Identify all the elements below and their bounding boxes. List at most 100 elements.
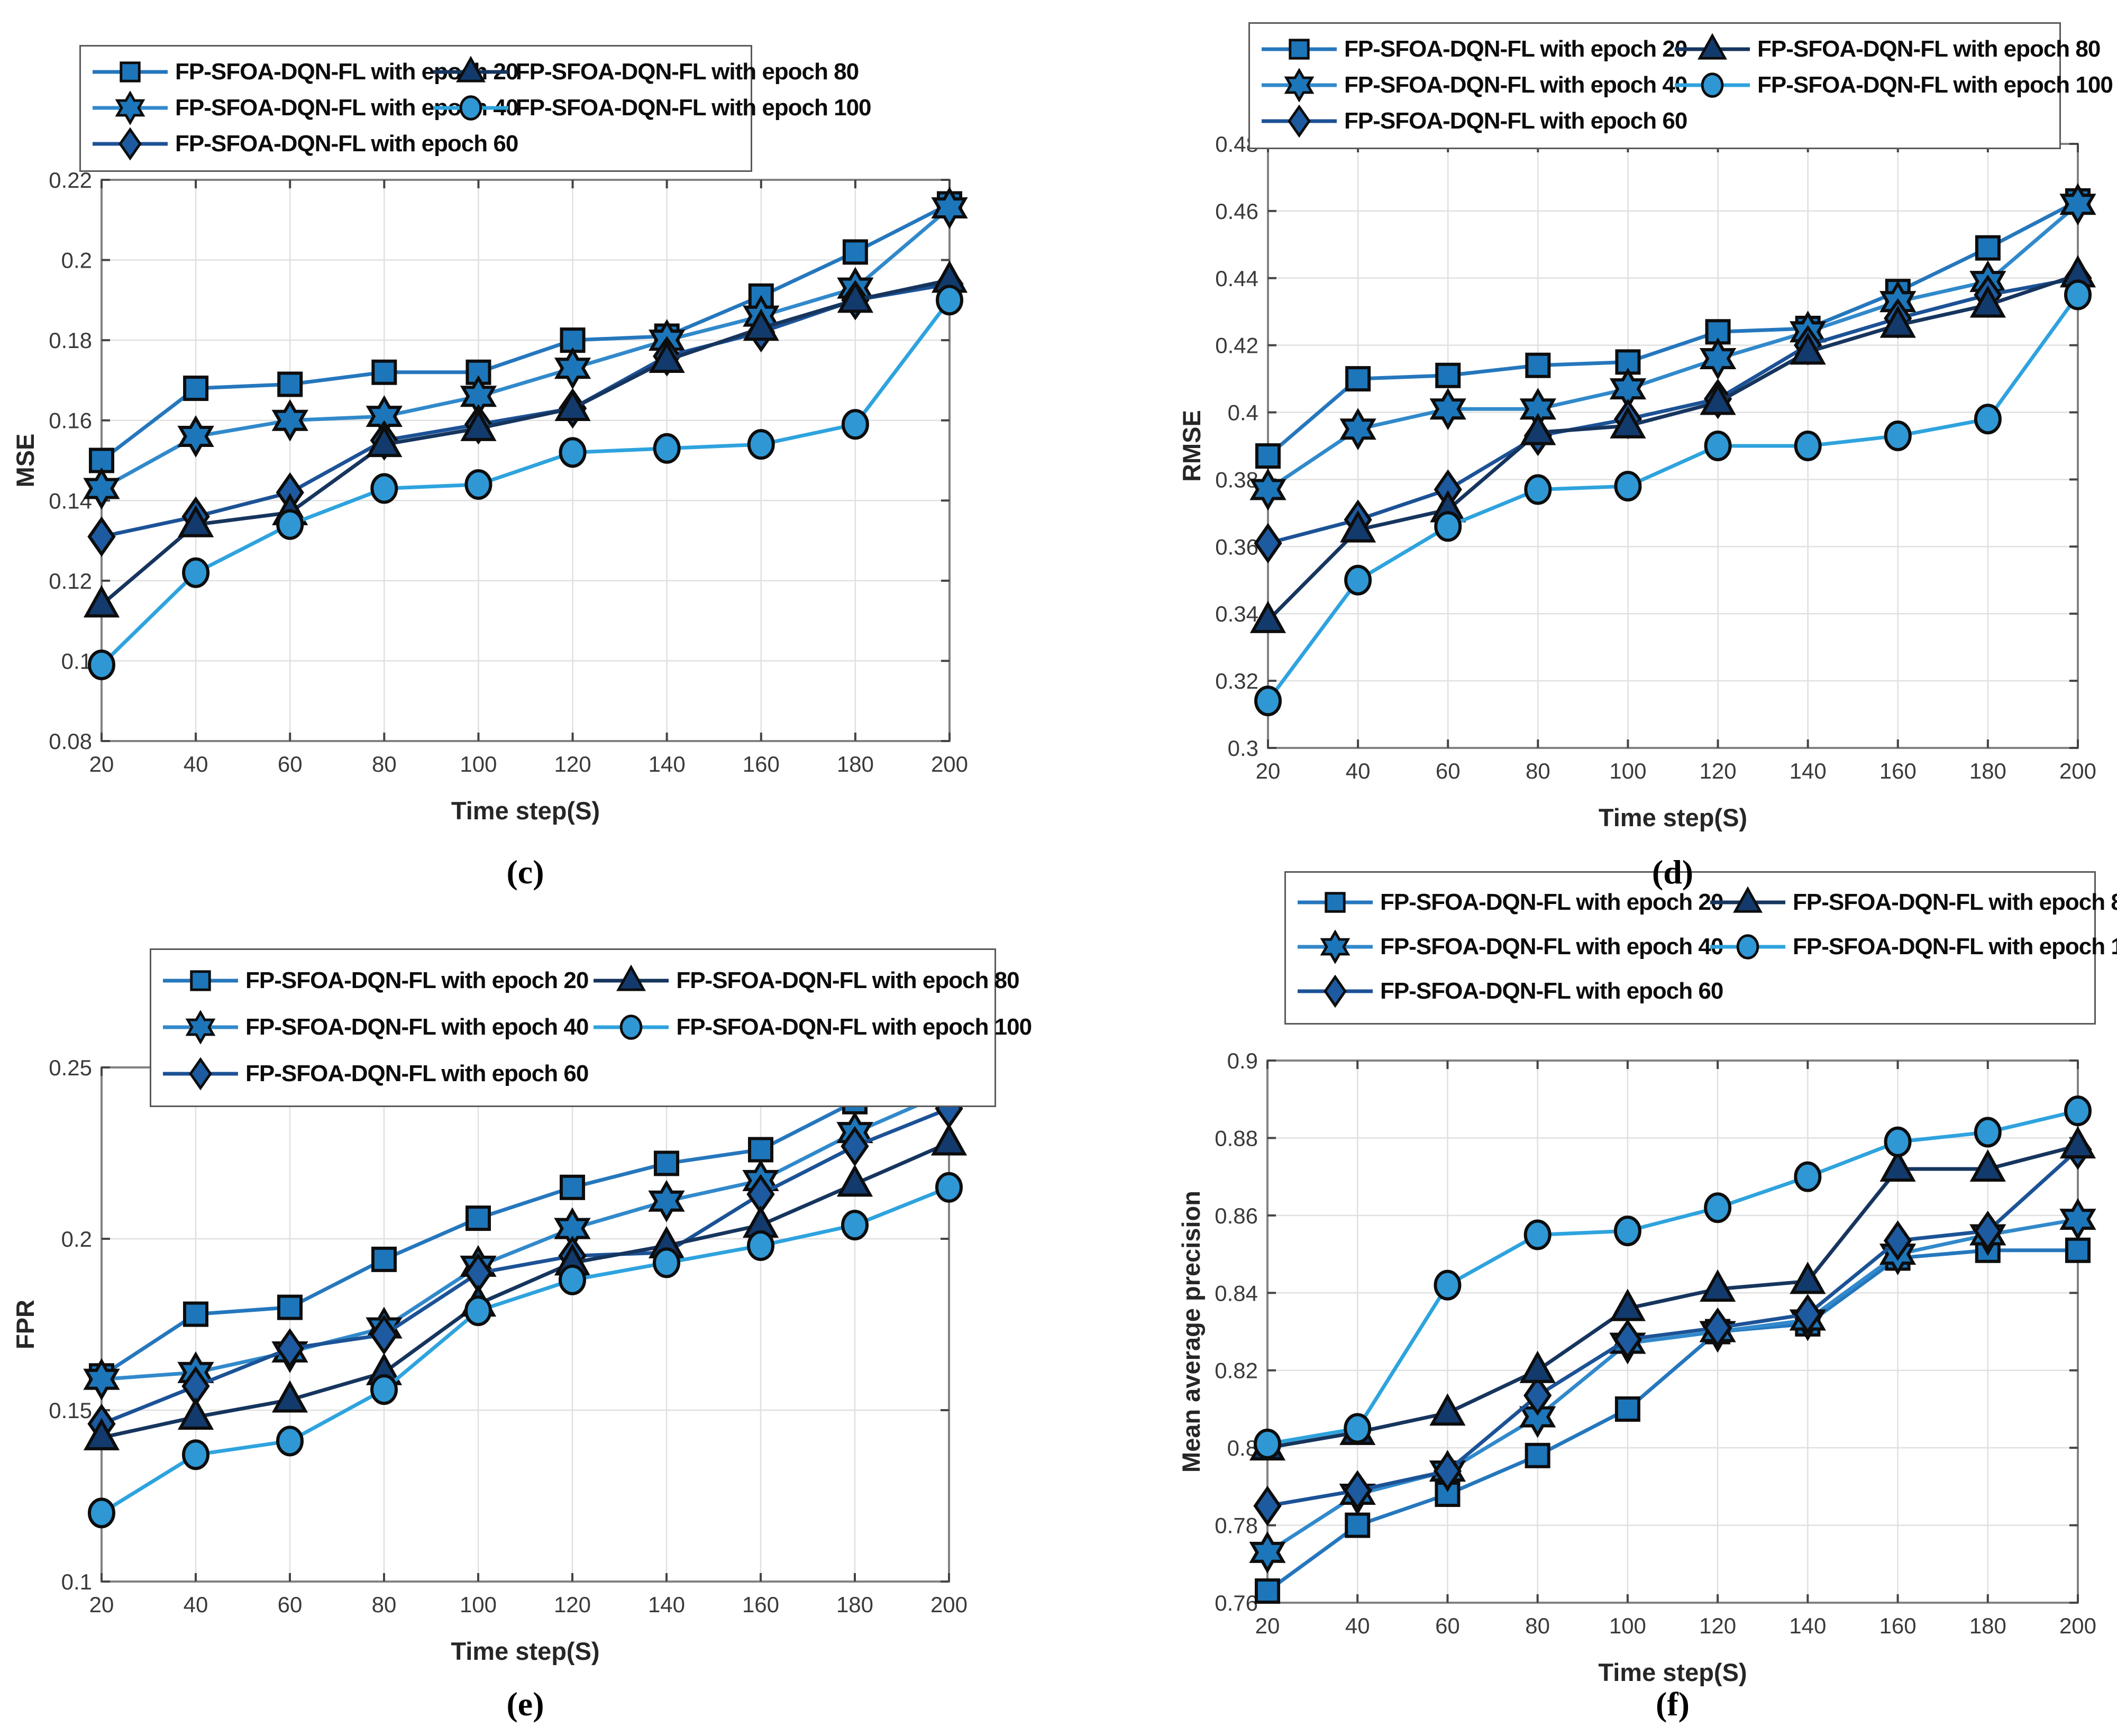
square-marker-icon bbox=[1435, 362, 1461, 388]
circle-marker-icon bbox=[619, 1015, 643, 1040]
y-tick-label: 0.2 bbox=[61, 248, 92, 273]
circle-marker-icon bbox=[935, 1172, 963, 1203]
series-line bbox=[101, 1107, 950, 1426]
series-line bbox=[1266, 294, 2079, 702]
x-axis-label: Time step(S) bbox=[1599, 803, 1747, 832]
triangle-marker-icon bbox=[1610, 406, 1646, 438]
y-tick-label: 0.76 bbox=[1215, 1591, 1258, 1615]
diamond-marker-icon bbox=[1324, 974, 1347, 1008]
circle-marker-icon bbox=[1884, 1126, 1912, 1157]
triangle-marker-icon bbox=[83, 585, 120, 618]
series-line bbox=[1266, 199, 2079, 458]
legend-label: FP-SFOA-DQN-FL with epoch 40 bbox=[245, 1014, 589, 1040]
circle-marker-icon bbox=[1434, 511, 1462, 542]
chart-d: 20 40 60 80 100 120 140 160 180 200 0.3 0.32 0.34 0.3… bbox=[1178, 132, 2096, 832]
legend-item-epoch: FP-SFOA-DQN-FL with epoch 40 bbox=[1260, 67, 1687, 103]
series-triangle bbox=[1249, 255, 2096, 633]
x-tick-label: 180 bbox=[836, 1592, 873, 1617]
hexagram-marker-icon bbox=[271, 399, 308, 442]
legend-chart-c: FP-SFOA-DQN-FL with epoch 20 FP-SFOA-DQN-… bbox=[79, 45, 872, 172]
y-tick-label: 0.88 bbox=[1215, 1126, 1258, 1150]
x-tick-label: 140 bbox=[649, 752, 686, 776]
square-marker-icon bbox=[1255, 1578, 1280, 1604]
square-marker-icon bbox=[190, 970, 211, 991]
plot-background bbox=[1267, 1061, 2078, 1603]
legend-swatch bbox=[1262, 68, 1337, 102]
y-tick-label: 0.42 bbox=[1215, 333, 1258, 358]
square-marker-icon bbox=[1289, 39, 1310, 60]
x-tick-label: 20 bbox=[89, 752, 114, 776]
x-tick-label: 120 bbox=[1700, 759, 1737, 783]
legend-swatch bbox=[93, 91, 168, 125]
series-circle bbox=[88, 285, 963, 681]
diamond-marker-icon bbox=[276, 1328, 304, 1369]
hexagram-marker-icon bbox=[115, 91, 145, 125]
legend-item-epoch: FP-SFOA-DQN-FL with epoch 60 bbox=[1260, 103, 1687, 139]
legend-swatch bbox=[1298, 974, 1373, 1008]
circle-marker-icon bbox=[747, 1230, 774, 1261]
caption-c: (c) bbox=[506, 853, 544, 891]
x-tick-label: 120 bbox=[554, 752, 591, 776]
legend-item-epoch: FP-SFOA-DQN-FL with epoch 60 bbox=[90, 126, 518, 162]
triangle-marker-icon bbox=[616, 964, 646, 991]
y-tick-label: 0.34 bbox=[1215, 601, 1258, 626]
legend-label: FP-SFOA-DQN-FL with epoch 100 bbox=[1793, 934, 2117, 960]
series-circle bbox=[1254, 1095, 2092, 1459]
triangle-marker-icon bbox=[1700, 382, 1736, 415]
square-marker-icon bbox=[120, 61, 141, 83]
x-tick-label: 160 bbox=[1879, 1613, 1917, 1638]
legend-label: FP-SFOA-DQN-FL with epoch 40 bbox=[1380, 934, 1723, 960]
legend-item-epoch: FP-SFOA-DQN-FL with epoch 20 bbox=[1295, 880, 1723, 925]
x-axis-label: Time step(S) bbox=[451, 1637, 599, 1665]
diamond-marker-icon bbox=[1793, 1294, 1822, 1335]
circle-marker-icon bbox=[559, 437, 587, 468]
x-tick-label: 160 bbox=[743, 752, 780, 776]
x-tick-label: 200 bbox=[2059, 1613, 2096, 1638]
hexagram-marker-icon bbox=[83, 1358, 120, 1401]
legend-item-epoch: FP-SFOA-DQN-FL with epoch 100 bbox=[1708, 925, 2117, 969]
diamond-marker-icon bbox=[1613, 1319, 1642, 1360]
legend-swatch bbox=[1675, 33, 1750, 60]
circle-marker-icon bbox=[2064, 279, 2092, 310]
square-marker-icon bbox=[1525, 1442, 1550, 1468]
square-marker-icon bbox=[1975, 235, 2001, 261]
legend-item-epoch: FP-SFOA-DQN-FL with epoch 100 bbox=[1673, 67, 2113, 103]
circle-marker-icon bbox=[88, 650, 115, 681]
legend-item-epoch: FP-SFOA-DQN-FL with epoch 80 bbox=[591, 957, 1020, 1004]
triangle-marker-icon bbox=[836, 1164, 873, 1197]
legend-column: FP-SFOA-DQN-FL with epoch 80 FP-SFOA-DQN-… bbox=[591, 957, 1032, 1050]
x-tick-label: 80 bbox=[372, 1592, 397, 1617]
y-tick-label: 0.46 bbox=[1215, 199, 1258, 224]
diamond-marker-icon bbox=[87, 516, 116, 557]
x-axis-label: Time step(S) bbox=[1598, 1658, 1747, 1686]
circle-marker-icon bbox=[1344, 564, 1372, 596]
square-marker-icon bbox=[1255, 443, 1281, 469]
legend-label: FP-SFOA-DQN-FL with epoch 20 bbox=[1380, 889, 1723, 915]
square-marker-icon bbox=[466, 1205, 491, 1231]
square-marker-icon bbox=[1614, 1396, 1640, 1422]
triangle-marker-icon bbox=[271, 1380, 308, 1413]
y-tick-label: 0.78 bbox=[1215, 1513, 1258, 1538]
y-tick-label: 0.9 bbox=[1227, 1048, 1258, 1073]
circle-marker-icon bbox=[182, 557, 210, 588]
legend-label: FP-SFOA-DQN-FL with epoch 60 bbox=[175, 131, 518, 157]
triangle-marker-icon bbox=[1519, 1350, 1556, 1383]
legend-item-epoch: FP-SFOA-DQN-FL with epoch 80 bbox=[431, 54, 859, 90]
circle-marker-icon bbox=[370, 473, 398, 504]
legend-label: FP-SFOA-DQN-FL with epoch 100 bbox=[515, 95, 872, 121]
diamond-marker-icon bbox=[1343, 1470, 1372, 1511]
square-marker-icon bbox=[1325, 892, 1346, 913]
hexagram-marker-icon bbox=[1429, 388, 1466, 431]
x-tick-label: 120 bbox=[554, 1592, 591, 1617]
circle-marker-icon bbox=[1736, 934, 1759, 960]
series-line bbox=[1267, 1144, 2078, 1450]
series-line bbox=[101, 1079, 950, 1378]
y-axis-label: FPR bbox=[11, 1300, 39, 1349]
square-marker-icon bbox=[1615, 349, 1641, 375]
circle-marker-icon bbox=[1254, 1428, 1281, 1459]
diamond-marker-icon bbox=[1974, 1210, 2002, 1251]
circle-marker-icon bbox=[1523, 1219, 1552, 1250]
triangle-marker-icon bbox=[837, 280, 873, 313]
circle-marker-icon bbox=[88, 1497, 115, 1529]
